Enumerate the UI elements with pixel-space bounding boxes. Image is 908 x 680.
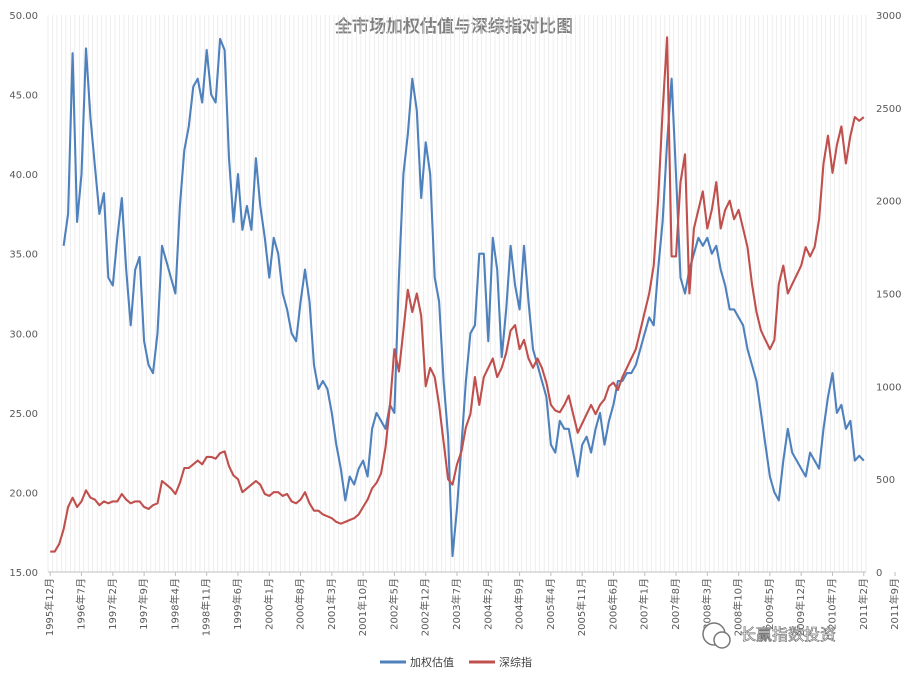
series-line-深综指 bbox=[50, 36, 865, 553]
y-left-tick-label: 15.00 bbox=[9, 568, 38, 579]
x-tick-label: 2003年7月 bbox=[450, 578, 463, 630]
x-tick-label: 1999年6月 bbox=[231, 578, 244, 630]
wechat-icon-bubble bbox=[713, 631, 731, 649]
x-tick-label: 2002年5月 bbox=[387, 578, 400, 630]
y-right-tick-label: 0 bbox=[876, 568, 882, 579]
x-tick-label: 2008年3月 bbox=[700, 578, 713, 630]
x-tick-label: 1998年4月 bbox=[168, 578, 181, 630]
x-tick-label: 2004年2月 bbox=[481, 578, 494, 630]
x-tick-label: 2001年3月 bbox=[325, 578, 338, 630]
x-axis-labels: 1995年12月 1996年7月 1997年2月 1997年9月 1998年4月 1998… bbox=[43, 572, 901, 636]
y-right-tick-label: 2000 bbox=[876, 197, 901, 208]
x-tick-label: 2010年7月 bbox=[825, 578, 838, 630]
x-tick-label: 1997年2月 bbox=[106, 578, 119, 630]
x-tick-label: 2005年11月 bbox=[575, 578, 588, 636]
grid-layer bbox=[47, 15, 867, 572]
y-left-tick-label: 50.00 bbox=[9, 11, 38, 22]
x-tick-label: 2002年12月 bbox=[419, 578, 432, 636]
x-tick-label: 2006年6月 bbox=[606, 578, 619, 630]
x-tick-label: 2009年12月 bbox=[794, 578, 807, 636]
x-tick-label: 2004年9月 bbox=[513, 578, 526, 630]
x-tick-label: 2005年4月 bbox=[544, 578, 557, 630]
series-layer bbox=[50, 36, 865, 558]
y-right-tick-label: 3000 bbox=[876, 11, 901, 22]
legend-label-深综指: 深综指 bbox=[499, 655, 532, 669]
x-tick-label: 2011年9月 bbox=[888, 578, 901, 630]
x-tick-label: 2000年8月 bbox=[294, 578, 307, 630]
y-left-tick-label: 20.00 bbox=[9, 488, 38, 499]
legend: 加权估值 深综指 bbox=[380, 655, 532, 669]
legend-label-加权估值: 加权估值 bbox=[410, 656, 454, 669]
x-tick-label: 1997年9月 bbox=[137, 578, 150, 630]
watermark: 长赢指数投资 bbox=[702, 622, 836, 649]
x-tick-label: 2011年2月 bbox=[857, 578, 870, 630]
y-right-tick-label: 500 bbox=[876, 475, 895, 486]
watermark-text: 长赢指数投资 bbox=[740, 625, 836, 644]
x-tick-label: 2009年5月 bbox=[763, 578, 776, 630]
x-tick-label: 2007年1月 bbox=[638, 578, 651, 630]
x-tick-label: 2008年10月 bbox=[732, 578, 745, 636]
chart-title: 全市场加权估值与深综指对比图 bbox=[334, 16, 573, 37]
x-tick-label: 2001年10月 bbox=[356, 578, 369, 636]
y-right-tick-label: 1500 bbox=[876, 290, 901, 301]
series-line-加权估值 bbox=[62, 37, 865, 558]
x-tick-label: 2007年8月 bbox=[669, 578, 682, 630]
y-right-tick-label: 2500 bbox=[876, 104, 901, 115]
x-tick-label: 2000年1月 bbox=[262, 578, 275, 630]
x-tick-label: 1996年7月 bbox=[75, 578, 88, 630]
y-left-tick-label: 30.00 bbox=[9, 329, 38, 340]
y-left-tick-label: 25.00 bbox=[9, 409, 38, 420]
y-left-tick-label: 35.00 bbox=[9, 250, 38, 261]
x-tick-label: 1998年11月 bbox=[200, 578, 213, 636]
y-right-tick-label: 1000 bbox=[876, 382, 901, 393]
y-left-tick-label: 45.00 bbox=[9, 91, 38, 102]
y-left-tick-label: 40.00 bbox=[9, 170, 38, 181]
x-tick-label: 1995年12月 bbox=[43, 578, 56, 636]
